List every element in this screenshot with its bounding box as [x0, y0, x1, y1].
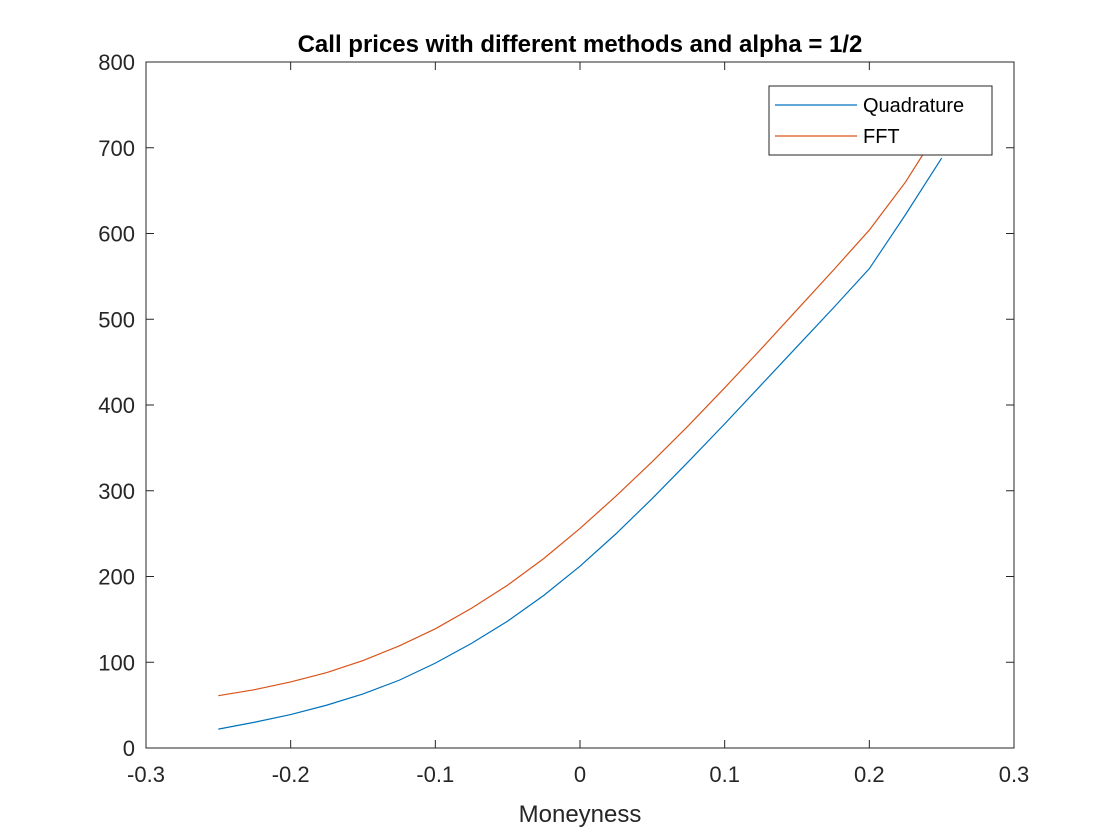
y-tick-label: 700 [98, 136, 135, 161]
legend-label: Quadrature [863, 95, 964, 117]
series-line-quadrature [218, 157, 943, 730]
x-tick-label: -0.2 [272, 762, 310, 787]
y-tick-label: 500 [98, 307, 135, 332]
x-tick-label: -0.1 [416, 762, 454, 787]
y-tick-label: 800 [98, 50, 135, 75]
x-axis-title: Moneyness [519, 801, 642, 828]
x-tick-label: 0.3 [999, 762, 1030, 787]
plot-area: -0.3 -0.2 -0.1 0 0.1 0.2 0.3 0 100 200 300 400 500 60… [98, 50, 1029, 787]
y-tick-label: 100 [98, 650, 135, 675]
legend-box [768, 85, 993, 156]
y-tick-label: 200 [98, 565, 135, 590]
chart-title: Call prices with different methods and a… [298, 31, 863, 58]
y-tick-label: 0 [123, 736, 135, 761]
legend-label: FFT [863, 126, 900, 148]
legend: Quadrature FFT [768, 85, 993, 156]
x-tick-label: 0.2 [854, 762, 885, 787]
y-tick-label: 600 [98, 222, 135, 247]
x-tick-label: 0 [574, 762, 586, 787]
y-tick-label: 400 [98, 393, 135, 418]
series-line-fft [218, 147, 928, 697]
x-tick-label: 0.1 [709, 762, 740, 787]
x-tick-label: -0.3 [127, 762, 165, 787]
y-tick-label: 300 [98, 479, 135, 504]
